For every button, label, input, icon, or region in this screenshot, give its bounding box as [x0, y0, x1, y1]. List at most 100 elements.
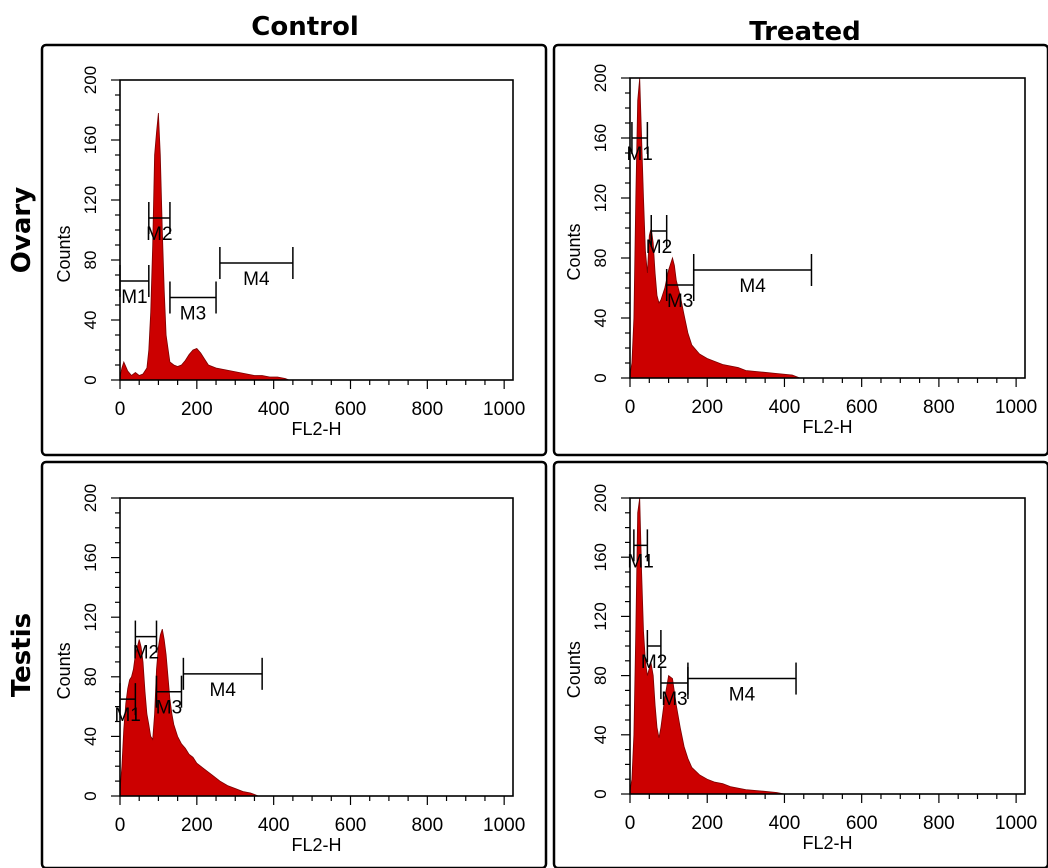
y-tick-label: 200 — [81, 484, 100, 512]
column-title-control: Control — [251, 12, 358, 42]
y-axis-label: Counts — [564, 641, 584, 698]
y-tick-label: 80 — [81, 667, 100, 686]
gate-marker-label: M3 — [156, 698, 182, 719]
y-tick-label: 40 — [81, 311, 100, 330]
x-tick-label: 400 — [258, 815, 290, 836]
x-tick-label: 800 — [411, 815, 443, 836]
y-tick-label: 200 — [81, 66, 100, 94]
x-axis-label: FL2-H — [291, 835, 341, 855]
y-tick-label: 80 — [81, 251, 100, 270]
histogram-area — [629, 77, 801, 379]
gate-marker-label: M1 — [626, 144, 652, 165]
gate-marker-label: M1 — [114, 705, 140, 726]
gate-marker-label: M4 — [729, 685, 756, 706]
histogram-area — [119, 628, 259, 797]
y-tick-label: 0 — [81, 375, 100, 384]
gate-marker-label: M2 — [641, 652, 667, 673]
x-tick-label: 0 — [625, 397, 636, 418]
y-tick-label: 160 — [81, 543, 100, 571]
gate-marker-label: M3 — [661, 689, 687, 710]
y-axis-label: Counts — [564, 223, 584, 280]
y-tick-label: 120 — [591, 184, 610, 212]
gate-marker-label: M2 — [133, 643, 159, 664]
x-tick-label: 400 — [258, 399, 290, 420]
x-tick-label: 600 — [846, 397, 878, 418]
y-tick-label: 0 — [591, 373, 610, 382]
y-tick-label: 160 — [591, 124, 610, 152]
y-tick-label: 0 — [591, 789, 610, 798]
histogram-area — [119, 112, 290, 381]
y-tick-label: 0 — [81, 791, 100, 800]
panel-frame — [552, 460, 1048, 868]
x-tick-label: 200 — [691, 397, 723, 418]
panel-frame — [40, 43, 548, 457]
x-axis-label: FL2-H — [291, 419, 341, 439]
row-title-ovary: Ovary — [7, 187, 37, 273]
gate-marker-m1: M1 — [627, 529, 654, 572]
row-title-testis: Testis — [7, 613, 37, 697]
y-tick-label: 120 — [81, 603, 100, 631]
gate-marker-m4: M4 — [182, 657, 263, 701]
y-tick-label: 120 — [591, 602, 610, 630]
x-axis-label: FL2-H — [802, 833, 852, 853]
gate-marker-m2: M2 — [146, 202, 173, 245]
gate-marker-label: M2 — [646, 237, 672, 258]
y-tick-label: 80 — [591, 249, 610, 268]
gate-marker-m2: M2 — [133, 620, 159, 664]
panel-frame — [40, 460, 548, 868]
y-axis-label: Counts — [54, 225, 74, 282]
y-tick-label: 160 — [591, 543, 610, 571]
x-tick-label: 800 — [923, 813, 955, 834]
y-tick-label: 160 — [81, 126, 100, 154]
x-tick-label: 200 — [691, 813, 723, 834]
gate-marker-m4: M4 — [219, 247, 294, 290]
x-tick-label: 200 — [181, 399, 213, 420]
histogram-panels: 0 200 400 600 800 100004080120160200FL2-HCoun… — [40, 43, 1048, 868]
gate-marker-label: M3 — [180, 304, 206, 325]
x-tick-label: 400 — [769, 813, 801, 834]
gate-marker-m2: M2 — [646, 215, 672, 258]
column-title-treated: Treated — [749, 17, 861, 47]
x-tick-label: 800 — [923, 397, 955, 418]
x-tick-label: 1000 — [483, 815, 525, 836]
gate-marker-m1: M1 — [626, 122, 653, 165]
x-tick-label: 1000 — [483, 399, 525, 420]
x-tick-label: 0 — [115, 399, 126, 420]
gate-marker-m1: M1 — [114, 683, 141, 726]
x-axis-label: FL2-H — [802, 417, 852, 437]
y-tick-label: 80 — [591, 666, 610, 685]
x-tick-label: 1000 — [995, 813, 1037, 834]
gate-marker-label: M4 — [739, 276, 766, 297]
y-tick-label: 40 — [591, 309, 610, 328]
x-tick-label: 0 — [115, 815, 126, 836]
gate-marker-label: M1 — [627, 551, 653, 572]
x-tick-label: 800 — [411, 399, 443, 420]
y-tick-label: 40 — [81, 727, 100, 746]
y-axis-label: Counts — [54, 642, 74, 699]
gate-marker-label: M4 — [210, 680, 237, 701]
y-tick-label: 200 — [591, 484, 610, 512]
x-tick-label: 600 — [335, 815, 367, 836]
gate-marker-m4: M4 — [692, 254, 813, 297]
y-tick-label: 200 — [591, 64, 610, 92]
y-tick-label: 120 — [81, 186, 100, 214]
x-tick-label: 600 — [335, 399, 367, 420]
gate-marker-label: M4 — [243, 269, 270, 290]
gate-marker-m3: M3 — [155, 675, 183, 719]
gate-marker-label: M2 — [146, 224, 172, 245]
x-tick-label: 600 — [846, 813, 878, 834]
x-tick-label: 0 — [625, 813, 636, 834]
gate-marker-label: M3 — [667, 291, 693, 312]
gate-marker-m4: M4 — [687, 662, 797, 706]
panel-ovary-treated: 0 200 400 600 800 1000 0 40 80 120 160 200 FL2-H Coun… — [552, 43, 1048, 457]
x-tick-label: 1000 — [995, 397, 1037, 418]
panel-testis-control: 0 200 400 600 800 1000 0 40 80 120 160 200 FL2-H Coun… — [40, 460, 548, 868]
panel-ovary-control: 0 200 400 600 800 1000 0 40 80 120 160 200 FL2-H Coun… — [40, 43, 548, 457]
panel-testis-treated: 0 200 400 600 800 1000 0 40 80 120 160 200 FL2-H Coun… — [552, 460, 1048, 868]
panel-frame — [552, 43, 1048, 457]
x-tick-label: 200 — [181, 815, 213, 836]
gate-marker-label: M1 — [121, 287, 147, 308]
x-tick-label: 400 — [769, 397, 801, 418]
y-tick-label: 40 — [591, 725, 610, 744]
